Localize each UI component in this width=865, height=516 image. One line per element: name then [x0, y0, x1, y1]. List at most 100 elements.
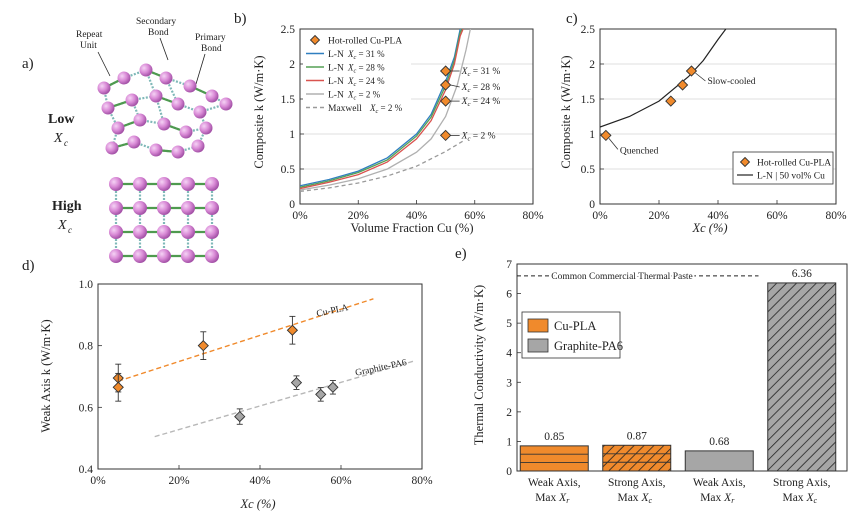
panel-e-value-label: 0.68 [709, 436, 729, 448]
repeat-unit-sphere [127, 135, 141, 149]
panel-c-xtick-label: 40% [707, 210, 729, 222]
panel-e-ytick-label: 7 [506, 259, 512, 271]
repeat-unit-sphere [109, 201, 123, 215]
panel-d-frame [97, 283, 423, 470]
repeat-unit-sphere [205, 201, 219, 215]
repeat-unit-sphere [133, 113, 147, 127]
repeat-unit-sphere [205, 225, 219, 239]
panel-d-axes: 0.4 0.6 0.8 1.0 0% 20% 40% 60% 80% Cu-PLA Graphite… [79, 279, 433, 487]
panel-c-ytick-label: 2.5 [581, 24, 596, 36]
repeat-unit-sphere [157, 225, 171, 239]
repeat-unit-sphere [191, 139, 205, 153]
panel-d-xtick-label: 0% [90, 475, 106, 487]
panel-e-legend-label: Cu-PLA [554, 319, 596, 333]
panel-c-annotation: Slow-cooled [707, 77, 755, 87]
panel-c-annotation-leader [695, 72, 706, 82]
panel-b-ytick-label: 0 [289, 199, 295, 211]
repeat-unit-sphere [105, 141, 119, 155]
panel-b-xtick-label: 20% [348, 210, 370, 222]
panel-d-data-point [197, 340, 209, 352]
panel-e-legend-swatch [527, 338, 549, 353]
panel-c-legend-marker [739, 156, 751, 168]
panel-e-ytick-label: 0 [506, 466, 512, 478]
panel-b-ytick-label: 2 [289, 59, 295, 71]
panel-e-frame [516, 263, 848, 472]
panel-c-ytick-label: 1 [589, 129, 595, 141]
high-crystallinity-lattice [109, 177, 219, 263]
panel-e-ylabel: Thermal Conductivity (W/m·K) [472, 285, 486, 445]
repeat-unit-sphere [157, 201, 171, 215]
panel-d-xtick-label: 20% [168, 475, 190, 487]
panel-b-legend-sublabel: Xc = 2 % [369, 103, 403, 115]
panel-d-data-point [234, 410, 246, 423]
panel-b-ylabel: Composite k (W/m·K) [252, 55, 266, 168]
panel-b-xtick-label: 0% [292, 210, 308, 222]
panel-c-label: c) [566, 11, 578, 27]
repeat-unit-sphere [133, 201, 147, 215]
panel-b-point-leader [450, 84, 460, 88]
panel-b-ytick-label: 1 [289, 129, 295, 141]
panel-b-ytick-label: 1.5 [281, 94, 296, 106]
panel-b-data-point [439, 95, 452, 107]
panel-d-xlabel: Xc (%) [239, 497, 275, 511]
panel-c-data-point [600, 129, 612, 142]
panel-c-legend-label: Hot-rolled Cu-PLA [757, 159, 831, 169]
panel-c-xtick-label: 0% [592, 210, 608, 222]
panel-d-trend-line [154, 360, 415, 438]
panel-e-axes: 0 1 2 3 4 5 6 7 Common Commercial Thermal Paste 0… [506, 259, 848, 505]
panel-e-legend-label: Graphite-PA6 [554, 339, 623, 353]
panel-b-legend-sublabel: Xc = 2 % [347, 90, 381, 102]
panel-c-legend-label: L-N | 50 vol% Cu [757, 172, 825, 182]
panel-b-legend-label: L-N [328, 64, 344, 74]
panel-d-xtick-label: 80% [411, 475, 433, 487]
panel-e-legend: Cu-PLA Graphite-PA6 [521, 311, 623, 359]
panel-d-ylabel: Weak Axis k (W/m·K) [39, 319, 53, 432]
panel-e-ytick-label: 1 [506, 436, 512, 448]
repeat-unit-sphere [157, 249, 171, 263]
repeat-unit-sphere [97, 81, 111, 95]
repeat-unit-sphere [109, 225, 123, 239]
callout-secondary-1: Secondary [136, 17, 176, 27]
panel-e-ytick-label: 2 [506, 407, 512, 419]
panel-d-ytick-label: 1.0 [79, 279, 94, 291]
callout-repeat-1: Repeat [76, 30, 103, 40]
panel-b-data-point [439, 65, 452, 77]
panel-b-xtick-label: 80% [522, 210, 544, 222]
panel-e-legend-swatch [527, 318, 549, 333]
callout-primary-2: Bond [201, 44, 222, 54]
callout-line-primary [195, 53, 206, 85]
panel-e-value-label: 0.87 [627, 430, 647, 442]
repeat-unit-sphere [149, 89, 163, 103]
panel-b-legend-sublabel: Xc = 24 % [347, 76, 385, 88]
callout-primary-1: Primary [195, 33, 226, 43]
panel-b-legend-label: Maxwell [328, 104, 362, 114]
repeat-unit-sphere [181, 249, 195, 263]
repeat-unit-sphere [219, 97, 233, 111]
repeat-unit-sphere [181, 201, 195, 215]
panel-e-category-label: Strong Axis, [773, 477, 831, 489]
repeat-unit-sphere [125, 93, 139, 107]
low-xc-sub: c [64, 138, 68, 148]
panel-d-ytick-label: 0.4 [79, 464, 94, 476]
panel-b-legend-label: L-N [328, 91, 344, 101]
repeat-unit-sphere [205, 249, 219, 263]
panel-d: d) 0.4 0.6 0.8 1.0 0% 20% 40% 60% 80% Cu-PLA Graph… [22, 258, 433, 511]
panel-b-xtick-label: 40% [406, 210, 428, 222]
panel-b-legend-label: L-N [328, 50, 344, 60]
panel-b-legend-sublabel: Xc = 28 % [347, 63, 385, 75]
panel-c-ytick-label: 0.5 [581, 164, 596, 176]
panel-e-category-label: Strong Axis, [608, 477, 666, 489]
panel-d-annotation: Cu-PLA [316, 303, 350, 320]
repeat-unit-sphere [157, 117, 171, 131]
panel-e-bar [519, 445, 589, 472]
panel-c-legend: Hot-rolled Cu-PLA L-N | 50 vol% Cu [732, 151, 834, 185]
repeat-unit-sphere [157, 177, 171, 191]
panel-d-ytick-label: 0.6 [79, 402, 94, 414]
repeat-unit-sphere [171, 145, 185, 159]
panel-c-ytick-label: 2 [589, 59, 595, 71]
panel-b-legend-box [303, 32, 411, 118]
panel-b-series-line [300, 29, 464, 190]
panel-e-ytick-label: 3 [506, 377, 512, 389]
